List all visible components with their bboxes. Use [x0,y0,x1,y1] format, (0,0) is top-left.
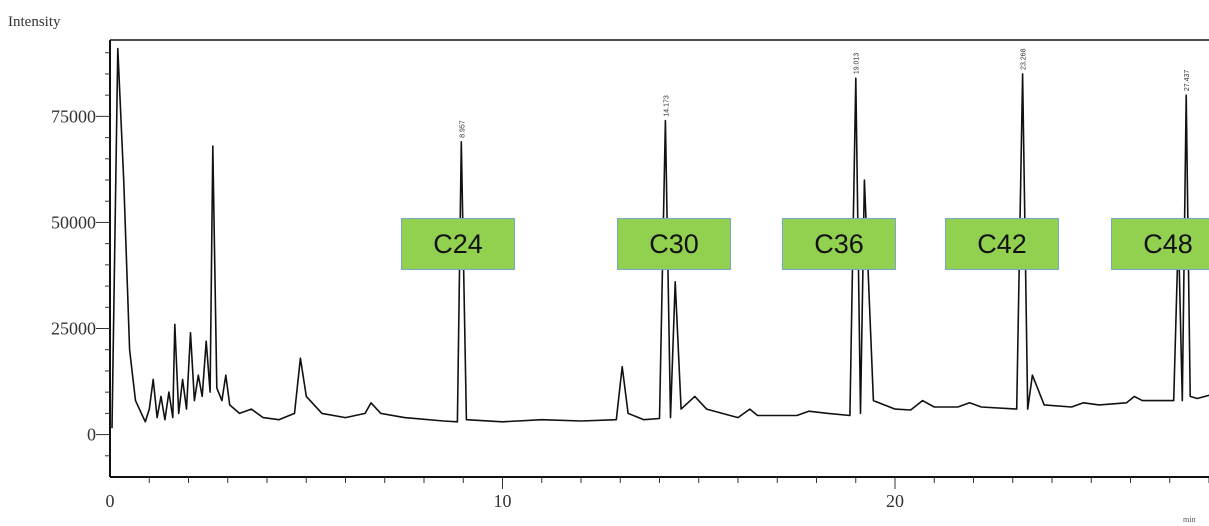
annotation-box-c48: C48 [1111,218,1209,270]
tick-layer: 0 25000 50000 75000 0 10 20 [51,52,1209,511]
trace-layer [111,47,1209,429]
y-tick-label: 75000 [51,106,96,126]
chromatogram-trace [111,47,1209,429]
peak-retention-label: 23.268 [1021,48,1028,70]
x-tick-label: 20 [886,491,904,511]
y-axis-label: Intensity [8,14,61,30]
peak-retention-label: 14.173 [663,95,670,117]
x-axis-label: min [1183,515,1195,524]
annotation-box-c24: C24 [401,218,515,270]
y-tick-label: 25000 [51,319,96,339]
annotation-box-c30: C30 [617,218,731,270]
annotation-box-c42: C42 [945,218,1059,270]
y-tick-label: 50000 [51,212,96,232]
y-tick-label: 0 [87,425,96,445]
peak-label-layer: 8.957 14.173 19.013 23.268 27.437 [459,48,1191,137]
peak-retention-label: 27.437 [1184,70,1191,92]
x-tick-label: 0 [106,491,115,511]
x-tick-label: 10 [494,491,512,511]
peak-retention-label: 19.013 [854,53,861,75]
peak-retention-label: 8.957 [459,120,466,138]
annotation-box-c36: C36 [782,218,896,270]
